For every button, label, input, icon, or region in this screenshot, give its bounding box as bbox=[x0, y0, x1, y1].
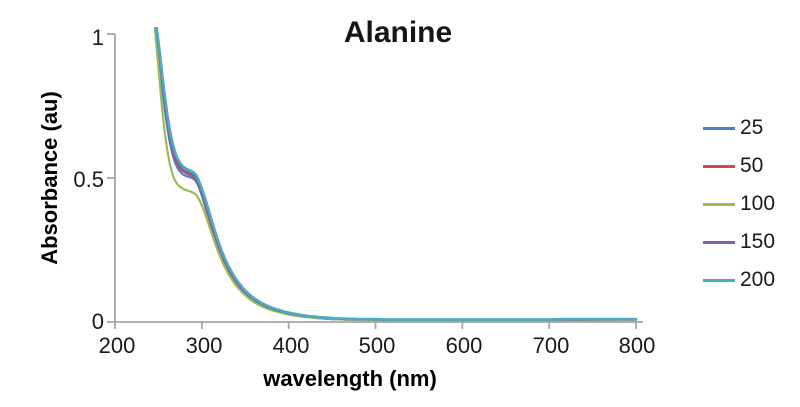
series-line-200 bbox=[155, 27, 638, 321]
axes bbox=[107, 33, 643, 329]
y-tick-label: 1 bbox=[91, 25, 104, 50]
series-line-50 bbox=[154, 27, 638, 322]
y-tick-label: 0 bbox=[91, 309, 104, 334]
series-line-150 bbox=[154, 27, 638, 321]
legend-label: 50 bbox=[740, 154, 764, 177]
legend-line-swatch bbox=[703, 126, 735, 130]
legend-line-swatch bbox=[703, 202, 735, 206]
series-line-25 bbox=[154, 27, 638, 322]
x-tick-label: 200 bbox=[98, 333, 136, 358]
legend-item: 25 bbox=[703, 117, 775, 139]
legend-label: 200 bbox=[740, 268, 776, 291]
x-tick-label: 400 bbox=[272, 333, 310, 358]
x-tick-label: 800 bbox=[618, 333, 656, 358]
legend: 25 50 100 150 200 bbox=[703, 117, 775, 291]
legend-label: 150 bbox=[740, 230, 776, 253]
legend-line-swatch bbox=[703, 240, 735, 244]
x-tick-label: 500 bbox=[358, 333, 396, 358]
legend-line-swatch bbox=[703, 278, 735, 282]
x-axis-title: wavelength (nm) bbox=[263, 366, 437, 391]
legend-label: 25 bbox=[740, 116, 764, 139]
y-tick-label: 0.5 bbox=[73, 167, 104, 192]
x-tick-label: 600 bbox=[445, 333, 483, 358]
legend-line-swatch bbox=[703, 164, 735, 168]
chart-title: Alanine bbox=[343, 16, 453, 49]
x-tick-label: 300 bbox=[185, 333, 223, 358]
legend-item: 100 bbox=[703, 193, 775, 215]
legend-item: 150 bbox=[703, 231, 775, 253]
x-tick-label: 700 bbox=[532, 333, 570, 358]
legend-item: 50 bbox=[703, 155, 775, 177]
legend-label: 100 bbox=[740, 192, 776, 215]
series-line-100 bbox=[153, 27, 638, 322]
series-curves bbox=[153, 27, 638, 322]
legend-item: 200 bbox=[703, 269, 775, 291]
